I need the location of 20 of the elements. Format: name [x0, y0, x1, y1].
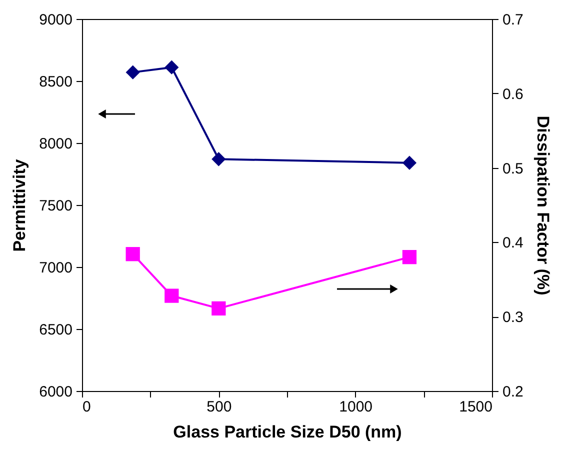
- y2-tick-label: 0.6: [502, 86, 524, 103]
- y2-axis-title: Dissipation Factor (%): [533, 116, 552, 296]
- y2-tick-label: 0.3: [502, 309, 524, 326]
- y-tick-label: 8500: [39, 74, 72, 90]
- y-tick-label: 8000: [39, 136, 72, 152]
- y-tick-label: 7500: [39, 198, 72, 214]
- y2-tick-label: 0.7: [502, 12, 524, 28]
- x-axis-title: Glass Particle Size D50 (nm): [173, 422, 402, 442]
- y2-tick-label: 0.4: [502, 234, 524, 252]
- y-tick-label: 6500: [39, 322, 72, 338]
- y-tick-label: 7000: [39, 260, 72, 276]
- y-tick-label: 6000: [39, 384, 72, 400]
- y-axis-title: Permittivity: [10, 158, 30, 252]
- y2-tick-label: 0.2: [502, 384, 524, 400]
- x-tick-label: 1500: [459, 398, 492, 416]
- x-tick-label: 1000: [339, 398, 373, 416]
- x-tick-label: 500: [206, 398, 232, 416]
- x-tick-label: 0: [82, 398, 91, 416]
- y-tick-label: 9000: [39, 12, 72, 28]
- y2-tick-label: 0.5: [502, 160, 524, 178]
